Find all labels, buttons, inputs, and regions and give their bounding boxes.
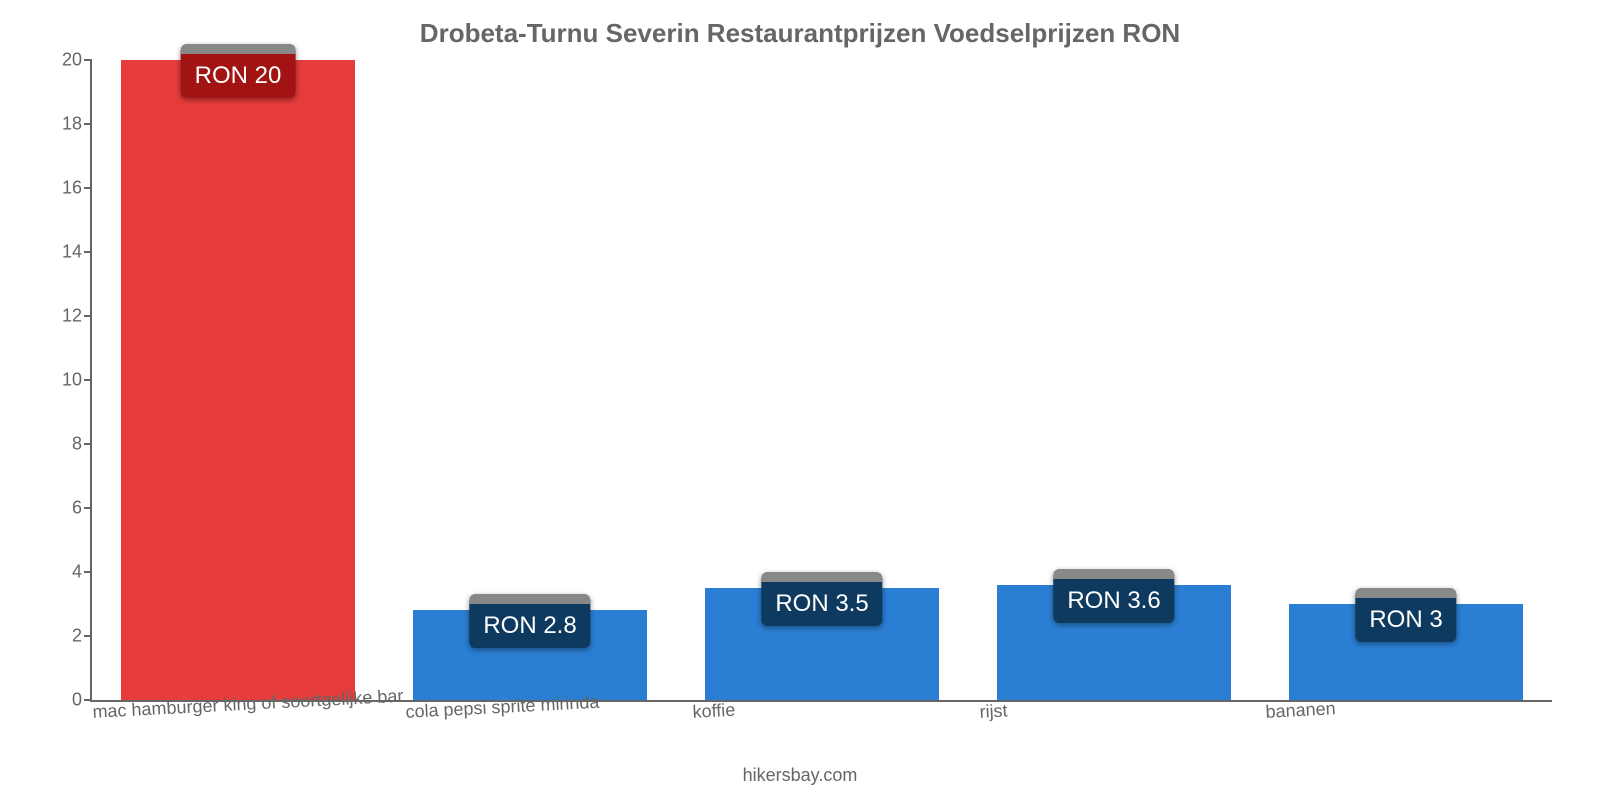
y-tick-label: 12 bbox=[62, 306, 92, 327]
bars-container: RON 20 RON 2.8 RON 3.5 RON 3.6 RON 3 bbox=[92, 60, 1552, 700]
bar: RON 3 bbox=[1289, 604, 1523, 700]
plot-area: RON 20RON 2.8RON 3.5RON 3.6RON 3 0246810… bbox=[90, 60, 1552, 702]
bar-value-label: RON 2.8 bbox=[469, 594, 590, 648]
x-axis-labels: mac hamburger king of soortgelijke barco… bbox=[90, 702, 1550, 723]
bar-slot: RON 3 bbox=[1260, 60, 1552, 700]
chart-credit: hikersbay.com bbox=[0, 765, 1600, 786]
y-tick-label: 20 bbox=[62, 50, 92, 71]
price-bar-chart: Drobeta-Turnu Severin Restaurantprijzen … bbox=[0, 0, 1600, 800]
y-tick-label: 10 bbox=[62, 370, 92, 391]
y-tick-label: 18 bbox=[62, 114, 92, 135]
y-tick-label: 4 bbox=[72, 562, 92, 583]
bar-value-label: RON 3.5 bbox=[761, 572, 882, 626]
bar-slot: RON 2.8 bbox=[384, 60, 676, 700]
bar-slot: RON 20 bbox=[92, 60, 384, 700]
bar-slot: RON 3.5 bbox=[676, 60, 968, 700]
y-tick-label: 0 bbox=[72, 690, 92, 711]
bar: RON 3.6 bbox=[997, 585, 1231, 700]
bar-value-label: RON 3.6 bbox=[1053, 569, 1174, 623]
bar-value-label: RON 3 bbox=[1355, 588, 1456, 642]
y-tick-label: 16 bbox=[62, 178, 92, 199]
y-tick-label: 14 bbox=[62, 242, 92, 263]
bar-slot: RON 3.6 bbox=[968, 60, 1260, 700]
y-tick-label: 8 bbox=[72, 434, 92, 455]
bar: RON 20 bbox=[121, 60, 355, 700]
y-tick-label: 2 bbox=[72, 626, 92, 647]
bar-value-label: RON 20 bbox=[181, 44, 296, 98]
bar: RON 2.8 bbox=[413, 610, 647, 700]
y-tick-label: 6 bbox=[72, 498, 92, 519]
bar: RON 3.5 bbox=[705, 588, 939, 700]
